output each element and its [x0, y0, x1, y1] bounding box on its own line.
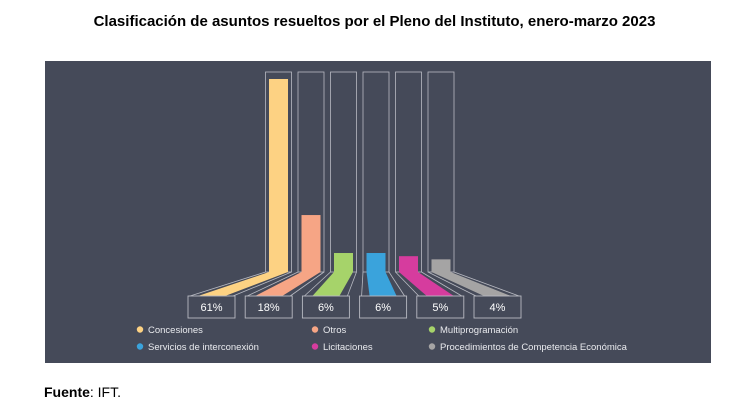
legend-label: Procedimientos de Competencia Económica [440, 342, 628, 353]
chart-panel: 61% 18% 6% 6% 5% 4% Concesiones Otros Multiprogr… [45, 61, 711, 363]
bar-connector [255, 272, 321, 296]
value-label-box [301, 295, 350, 319]
bar-Licitaciones [399, 256, 418, 272]
legend-label: Licitaciones [323, 342, 373, 353]
value-label-box [187, 295, 236, 319]
connector-outline-right [232, 271, 292, 297]
bar-connector [198, 272, 288, 296]
data-label: 4% [490, 302, 506, 314]
connector-outline-right [289, 271, 325, 297]
source-text: : IFT. [89, 384, 122, 400]
value-label-box [416, 295, 465, 319]
legend-label: Multiprogramación [440, 325, 518, 336]
legend-marker [311, 326, 319, 333]
legend-label: Otros [323, 325, 346, 336]
value-label-box [359, 295, 408, 319]
bar-Servicios de interconexión [366, 253, 386, 272]
legend-marker [311, 343, 319, 350]
data-label: 18% [258, 302, 280, 314]
connector-outline-left [427, 271, 477, 297]
connector-outline-left [304, 271, 331, 297]
connector-outline-right [453, 271, 520, 297]
bar-Concesiones [269, 79, 288, 272]
data-label: 61% [200, 302, 222, 314]
bar-slot [395, 71, 422, 273]
value-label-box [244, 295, 293, 319]
connector-outline-left [361, 271, 364, 297]
legend-marker [136, 343, 144, 350]
value-label-box [473, 295, 522, 319]
data-label: 6% [318, 302, 334, 314]
source-note: Fuente: IFT. [44, 384, 121, 400]
bar-Procedimientos de Competencia Económica [431, 259, 451, 272]
connector-outline-right [347, 271, 357, 297]
bar-connector [399, 272, 454, 296]
bar-Otros [301, 215, 321, 272]
legend-label: Concesiones [148, 325, 203, 336]
connector-outline-right [388, 271, 405, 297]
legend-marker [136, 326, 144, 333]
chart-title: Clasificación de asuntos resueltos por e… [93, 13, 656, 30]
source-label: Fuente [44, 384, 90, 400]
bar-slot [427, 71, 455, 273]
connector-outline-left [247, 271, 299, 297]
connector-outline-right [421, 271, 463, 297]
legend-label: Servicios de interconexión [148, 342, 259, 353]
legend-marker [428, 343, 436, 350]
bar-Multiprogramación [334, 253, 353, 272]
connector-outline-left [395, 271, 420, 297]
bar-slot [362, 71, 390, 273]
chart-svg: 61% 18% 6% 6% 5% 4% Concesiones Otros Multiprogr… [136, 71, 628, 353]
bar-connector [431, 272, 511, 296]
legend-marker [428, 326, 436, 333]
data-label: 5% [432, 302, 448, 314]
connector-outline-left [189, 271, 266, 297]
data-label: 6% [375, 302, 391, 314]
bar-connector [312, 272, 353, 296]
bar-connector [366, 272, 397, 296]
bar-slot [330, 71, 357, 273]
